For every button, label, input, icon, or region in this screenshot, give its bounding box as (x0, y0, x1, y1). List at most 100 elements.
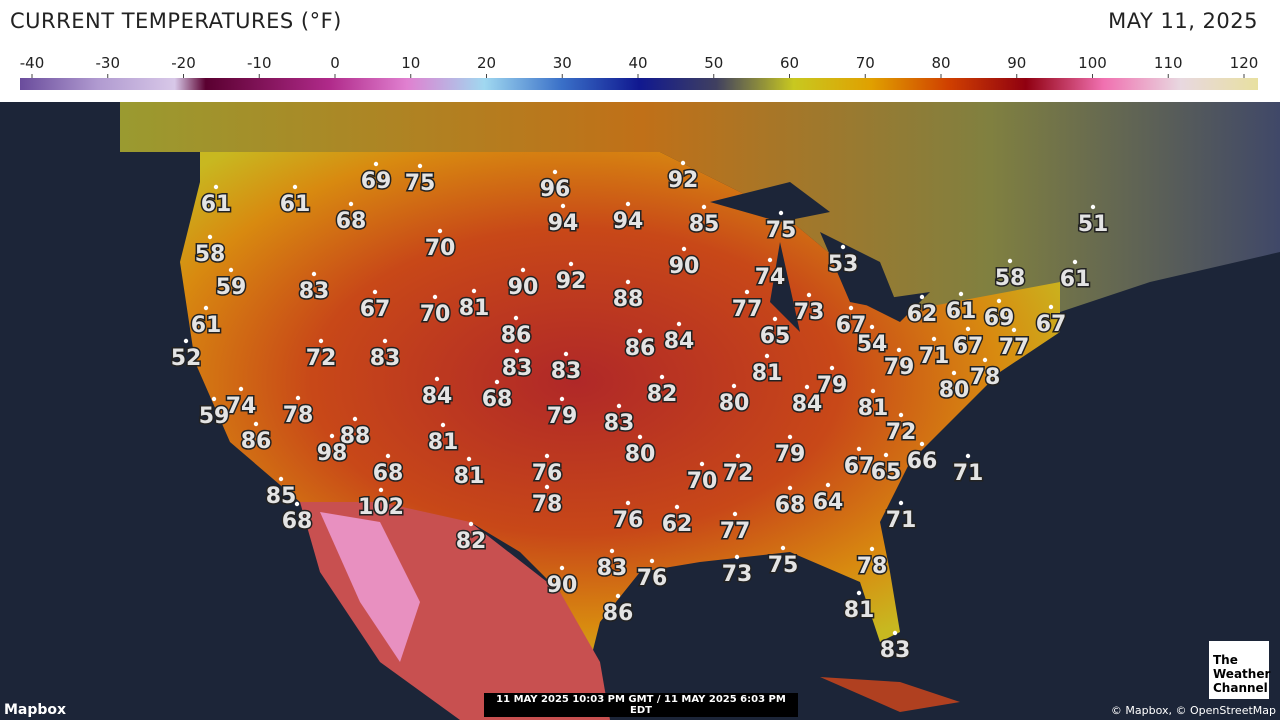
station-dot (883, 452, 889, 458)
station-dot (348, 201, 354, 207)
temperature: 84 (792, 392, 823, 417)
station-dot (1007, 258, 1013, 264)
temperature: 59 (199, 404, 230, 429)
station-dot (681, 246, 687, 252)
temperature: 81 (858, 396, 889, 421)
scale-label: 120 (1230, 54, 1259, 72)
station-dot (544, 453, 550, 459)
station-dot (731, 383, 737, 389)
station-dot (951, 370, 957, 376)
temperature: 86 (241, 429, 272, 454)
temperature: 59 (216, 275, 247, 300)
temperature: 86 (603, 601, 634, 626)
station-dot (563, 351, 569, 357)
station-dot (869, 546, 875, 552)
temperature: 94 (548, 211, 579, 236)
station-dot (207, 234, 213, 240)
station-dot (292, 184, 298, 190)
timestamp: 11 MAY 2025 10:03 PM GMT / 11 MAY 2025 6… (484, 693, 798, 717)
station-dot (559, 565, 565, 571)
station-dot (734, 554, 740, 560)
temperature: 79 (884, 355, 915, 380)
station-dot (787, 434, 793, 440)
temperature: 76 (613, 508, 644, 533)
station-dot (520, 267, 526, 273)
station-dot (637, 434, 643, 440)
station-dot (840, 244, 846, 250)
temperature: 73 (722, 562, 753, 587)
station-dot (680, 160, 686, 166)
temperature: 82 (456, 529, 487, 554)
temperature: 79 (817, 373, 848, 398)
temperature: 61 (201, 192, 232, 217)
scale-label: 50 (704, 54, 723, 72)
temperature: 75 (768, 553, 799, 578)
station-dot (253, 421, 259, 427)
station-dot (238, 386, 244, 392)
scale-label: -10 (247, 54, 272, 72)
station-dot (417, 163, 423, 169)
temperature: 76 (637, 566, 668, 591)
scale-label: -30 (96, 54, 121, 72)
station-dot (432, 294, 438, 300)
station-dot (931, 336, 937, 342)
attribution: © Mapbox, © OpenStreetMap (1110, 704, 1276, 717)
stations: 61 61 69 75 68 96 94 94 92 85 75 58 70 90 74 53 51 58 61 59… (169, 160, 1110, 665)
station-dot (278, 476, 284, 482)
temperature: 70 (687, 469, 718, 494)
temperature: 72 (306, 346, 337, 371)
temperature: 67 (844, 454, 875, 479)
station-dot (560, 203, 566, 209)
station-dot (373, 161, 379, 167)
station-dot (676, 321, 682, 327)
temperature: 80 (719, 391, 750, 416)
station-dot (869, 324, 875, 330)
station-dot (1011, 327, 1017, 333)
temperature: 68 (482, 387, 513, 412)
temperature: 79 (547, 404, 578, 429)
scale-label: 70 (856, 54, 875, 72)
temperature: 70 (425, 236, 456, 261)
temperature: 92 (556, 269, 587, 294)
scale-label: 90 (1007, 54, 1026, 72)
temperature: 88 (340, 424, 371, 449)
temperature: 85 (689, 212, 720, 237)
station-dot (471, 288, 477, 294)
temperature: 74 (755, 265, 786, 290)
temperature: 71 (886, 508, 917, 533)
station-dot (378, 487, 384, 493)
station-dot (494, 379, 500, 385)
temperature: 71 (919, 344, 950, 369)
station-dot (744, 289, 750, 295)
station-dot (898, 500, 904, 506)
scale-label: -40 (20, 54, 45, 72)
station-dot (804, 384, 810, 390)
temperature: 66 (907, 449, 938, 474)
temperature: 85 (266, 484, 297, 509)
station-dot (659, 374, 665, 380)
temperature: 83 (597, 556, 628, 581)
station-dot (625, 279, 631, 285)
title: CURRENT TEMPERATURES (°F) (10, 9, 342, 33)
station-dot (329, 433, 335, 439)
temperature: 54 (857, 332, 888, 357)
scale-label: 30 (553, 54, 572, 72)
temperature: 84 (422, 384, 453, 409)
station-dot (616, 403, 622, 409)
station-dot (468, 521, 474, 527)
station-dot (870, 388, 876, 394)
station-dot (919, 441, 925, 447)
temperature: 62 (907, 302, 938, 327)
station-dot (965, 326, 971, 332)
station-dot (372, 289, 378, 295)
temperature: 52 (171, 346, 202, 371)
temperature: 72 (886, 420, 917, 445)
station-dot (919, 294, 925, 300)
temperature: 67 (1036, 312, 1067, 337)
temperature: 81 (844, 598, 875, 623)
station-dot (637, 328, 643, 334)
logo-line: Channel (1213, 681, 1268, 695)
station-dot (295, 395, 301, 401)
station-dot (1090, 204, 1096, 210)
